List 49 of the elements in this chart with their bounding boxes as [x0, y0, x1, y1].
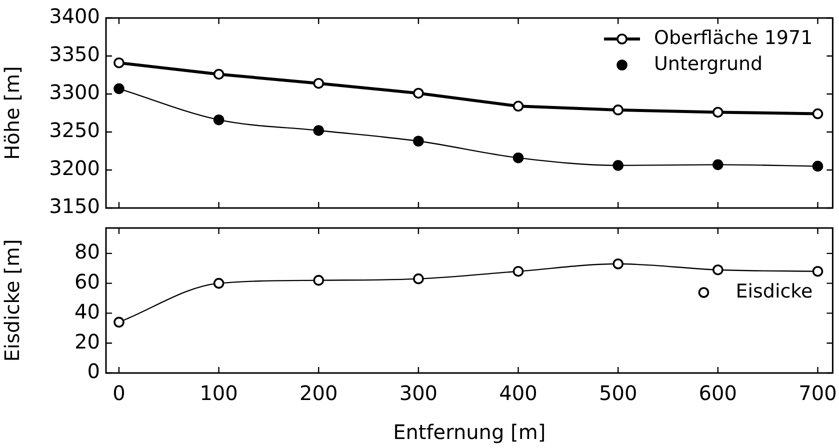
x-tick-label: 600: [698, 381, 737, 406]
point: [114, 316, 124, 328]
point: [612, 258, 624, 270]
point: [114, 83, 124, 94]
point: [413, 136, 424, 147]
point: [712, 159, 724, 170]
x-axis-title: Entfernung [m]: [393, 420, 546, 444]
x-tick-label: 300: [399, 381, 438, 406]
y-tick-label: 3300: [49, 80, 100, 104]
point: [413, 88, 424, 99]
point: [512, 100, 524, 112]
point: [612, 160, 624, 171]
x-tick-label: 400: [499, 381, 538, 406]
y-axis-title: Eisdicke [m]: [0, 239, 24, 362]
point: [612, 104, 624, 116]
y-tick-label: 40: [74, 299, 100, 324]
x-tick-label: 200: [300, 381, 338, 406]
y-tick-label: 0: [87, 359, 100, 384]
y-tick-label: 60: [74, 270, 100, 294]
point: [812, 108, 824, 120]
x-tick-label: 700: [798, 381, 837, 406]
legend-label: Eisdicke: [736, 280, 813, 302]
point: [812, 160, 824, 172]
point: [213, 278, 224, 289]
x-tick-label: 100: [200, 381, 238, 406]
y-tick-label: 3350: [49, 42, 100, 66]
point: [213, 68, 224, 80]
legend-label: Oberfläche 1971: [654, 26, 813, 49]
y-tick-label: 80: [74, 240, 100, 264]
point: [512, 152, 524, 164]
legend-label: Untergrund: [654, 52, 763, 75]
point: [313, 78, 324, 89]
y-tick-label: 3150: [49, 194, 100, 218]
point: [313, 274, 324, 286]
point: [313, 125, 324, 136]
point: [114, 57, 124, 68]
y-axis-title: Höhe [m]: [0, 66, 24, 160]
point: [712, 106, 724, 118]
y-tick-label: 3400: [49, 4, 100, 28]
y-tick-label: 3200: [49, 156, 100, 180]
point: [213, 114, 224, 126]
y-tick-label: 20: [74, 329, 100, 354]
point: [812, 266, 824, 277]
x-tick-label: 500: [598, 381, 638, 406]
y-tick-label: 3250: [49, 118, 100, 142]
point: [712, 264, 724, 276]
point: [512, 266, 524, 277]
point: [413, 273, 424, 284]
x-tick-label: 0: [112, 381, 126, 406]
